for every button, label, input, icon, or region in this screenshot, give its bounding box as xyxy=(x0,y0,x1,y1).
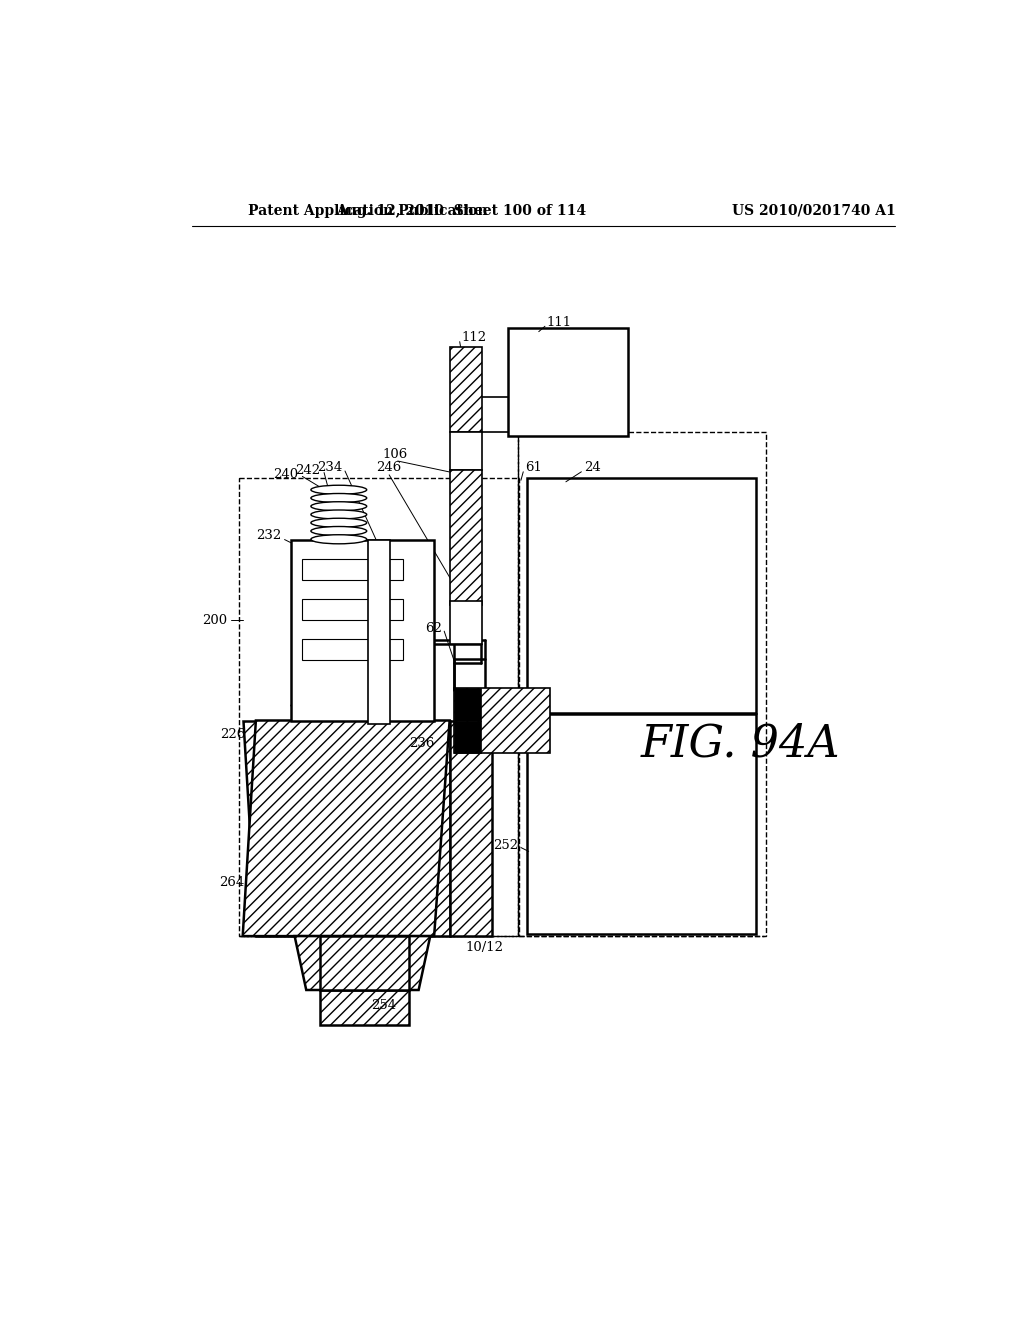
Bar xyxy=(527,478,756,713)
Bar xyxy=(450,601,482,644)
Text: 106: 106 xyxy=(383,449,408,462)
Polygon shape xyxy=(243,721,450,936)
Text: 264: 264 xyxy=(219,875,245,888)
Ellipse shape xyxy=(311,535,367,544)
Text: 254: 254 xyxy=(371,999,396,1012)
Bar xyxy=(454,688,550,752)
Polygon shape xyxy=(295,936,430,990)
Bar xyxy=(454,688,480,721)
Bar xyxy=(321,990,410,1024)
Text: 232: 232 xyxy=(256,529,282,543)
Bar xyxy=(369,540,390,725)
Ellipse shape xyxy=(311,510,367,519)
Text: 112: 112 xyxy=(461,330,486,343)
Text: FIG. 94A: FIG. 94A xyxy=(640,722,840,766)
Text: 111: 111 xyxy=(547,315,571,329)
Text: 236: 236 xyxy=(409,737,434,750)
Text: 246: 246 xyxy=(377,462,401,474)
Bar xyxy=(239,478,519,936)
Bar xyxy=(450,347,482,432)
Text: Aug. 12, 2010  Sheet 100 of 114: Aug. 12, 2010 Sheet 100 of 114 xyxy=(336,203,587,218)
Bar xyxy=(321,936,410,990)
Ellipse shape xyxy=(311,519,367,527)
Bar xyxy=(508,327,628,436)
Text: 24: 24 xyxy=(584,462,600,474)
Text: 200: 200 xyxy=(202,614,227,627)
Bar xyxy=(302,599,403,620)
Text: 240: 240 xyxy=(273,467,299,480)
Bar xyxy=(518,432,766,936)
Text: 242: 242 xyxy=(295,463,321,477)
Text: 226: 226 xyxy=(220,727,246,741)
Ellipse shape xyxy=(311,527,367,536)
Bar xyxy=(450,721,493,936)
Text: 252: 252 xyxy=(493,838,518,851)
Text: US 2010/0201740 A1: US 2010/0201740 A1 xyxy=(732,203,896,218)
Ellipse shape xyxy=(311,486,367,494)
Bar xyxy=(302,639,403,660)
Bar xyxy=(527,714,756,933)
Text: 61: 61 xyxy=(525,462,543,474)
Text: 10/12: 10/12 xyxy=(466,941,504,954)
Bar xyxy=(302,558,403,581)
Text: 234: 234 xyxy=(317,462,343,474)
Ellipse shape xyxy=(311,502,367,511)
Ellipse shape xyxy=(311,494,367,503)
Text: Patent Application Publication: Patent Application Publication xyxy=(248,203,487,218)
Text: 62: 62 xyxy=(425,622,442,635)
Bar xyxy=(454,721,480,752)
Bar xyxy=(450,470,482,605)
Polygon shape xyxy=(243,721,450,936)
Bar xyxy=(291,540,434,721)
Bar xyxy=(450,432,482,470)
